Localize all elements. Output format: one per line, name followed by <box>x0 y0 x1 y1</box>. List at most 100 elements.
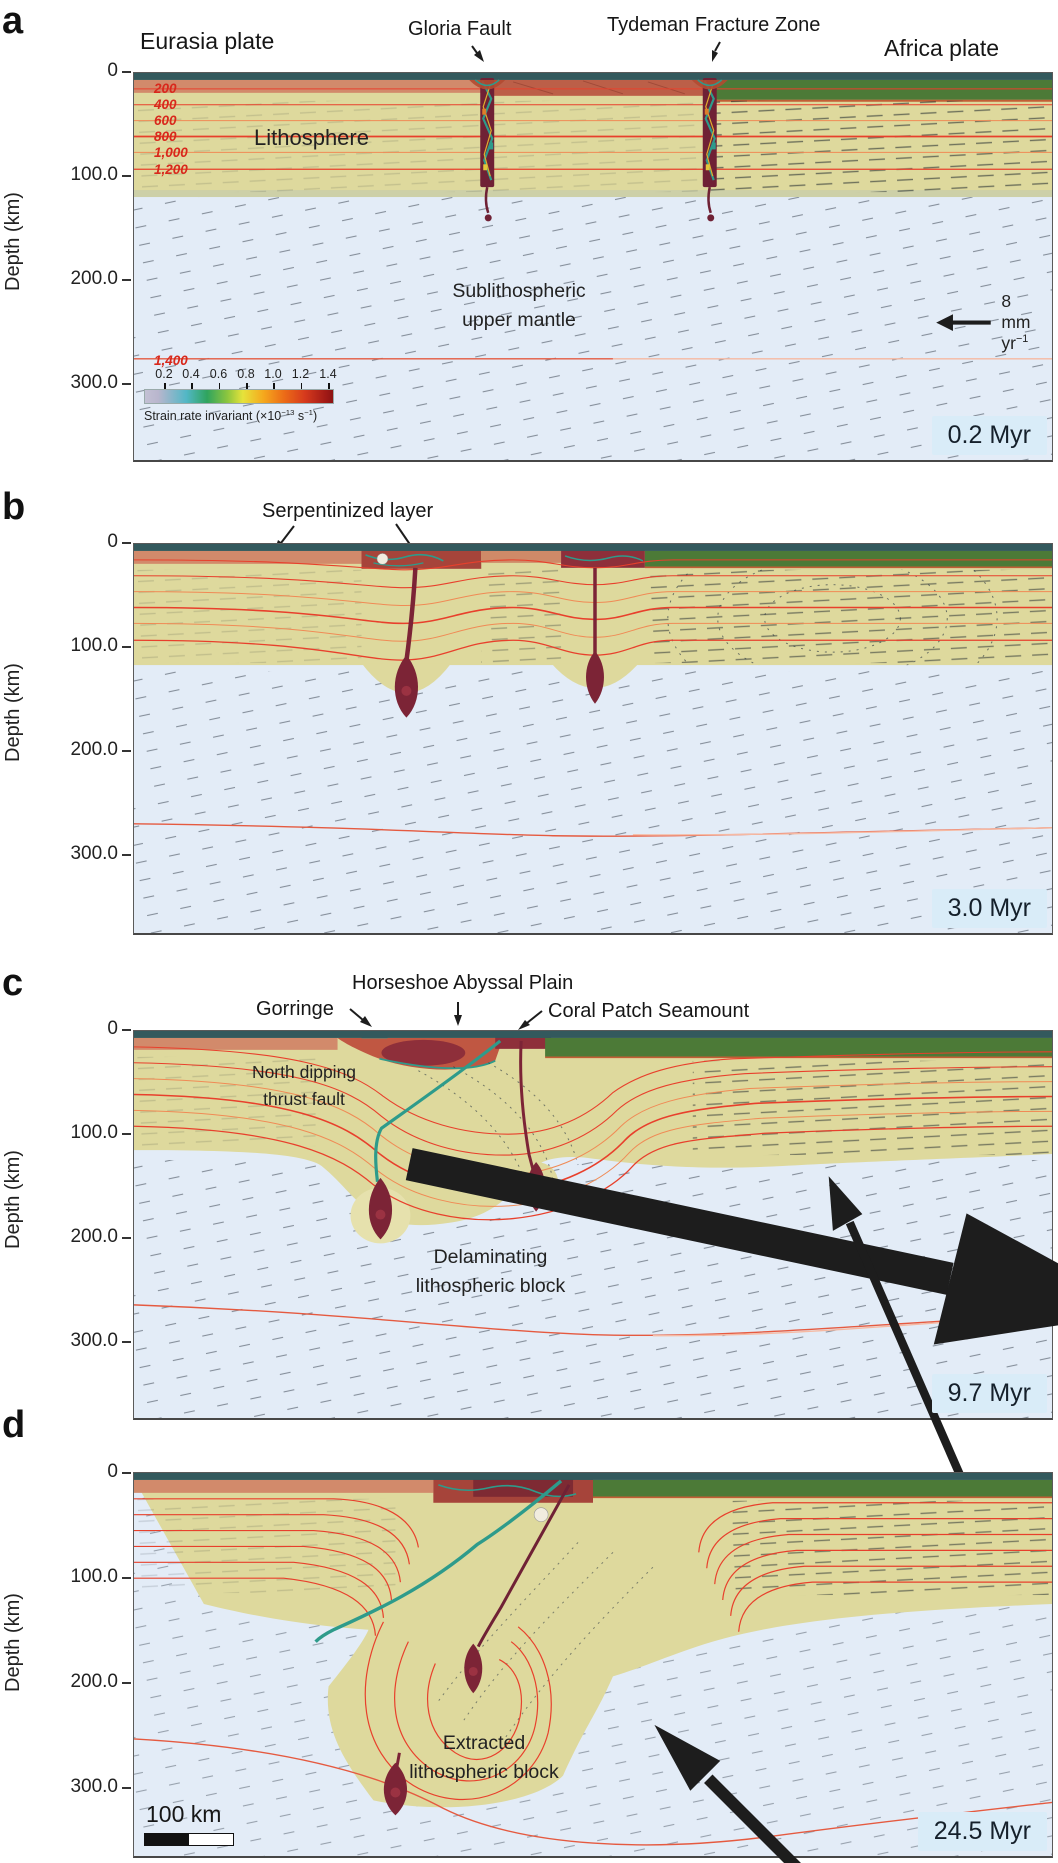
coral-patch-arrow-icon <box>518 1010 543 1030</box>
subduction-channel <box>314 1479 563 1643</box>
gloria-fault-arrow-icon <box>471 45 484 62</box>
drip-right <box>586 567 604 704</box>
coral-patch-seamount-label: Coral Patch Seamount <box>548 1000 750 1022</box>
slab-flow-lines <box>437 1542 654 1742</box>
isotherm-contours <box>134 88 1052 360</box>
extracted-block-arrow-icon <box>654 1724 801 1863</box>
eurasia-plate-label: Eurasia plate <box>140 28 275 54</box>
isotherm-label-400: 400 <box>154 97 177 112</box>
sublithospheric-mantle-label: Sublithospheric upper mantle <box>414 277 624 336</box>
ytick: 0 <box>107 531 118 552</box>
drip-left <box>368 1177 393 1240</box>
ytick: 0 <box>107 1018 118 1039</box>
extracted-block-label: Extracted lithospheric block <box>374 1729 594 1788</box>
tick <box>122 71 131 73</box>
serpentinized-layer-label: Serpentinized layer <box>262 500 434 522</box>
ytick: 200.0 <box>70 1671 118 1692</box>
horseshoe-arrow-icon <box>454 1002 462 1026</box>
surface-layer <box>134 1473 1052 1480</box>
panel-b-model-section <box>134 544 1052 933</box>
panel-a-model-section <box>134 73 1052 460</box>
tick <box>122 1029 131 1031</box>
sediment-layer <box>134 1479 434 1493</box>
panel-d-plot: Extracted lithospheric block 100 km 24.5… <box>133 1472 1053 1863</box>
ytick: 200.0 <box>70 268 118 289</box>
tick <box>122 383 131 385</box>
extracted-line1: Extracted <box>442 1732 526 1754</box>
velocity-arrow-icon <box>936 314 992 331</box>
tydeman-arrow-icon <box>712 41 721 62</box>
tick <box>122 750 131 752</box>
delam-line1: Delaminating <box>433 1246 548 1268</box>
plate-velocity-arrows <box>710 100 1052 193</box>
plate-velocity-arrows <box>644 569 1052 664</box>
isotherm-contours <box>134 559 1052 837</box>
time-stamp-d: 24.5 Myr <box>917 1812 1047 1851</box>
time-stamp-c: 9.7 Myr <box>931 1374 1047 1413</box>
ytick: 300.0 <box>70 372 118 393</box>
africa-crust-layer <box>593 1479 1052 1497</box>
mantle-flow-field <box>134 196 1052 460</box>
lithosphere-label: Lithosphere <box>254 125 369 150</box>
depth-axis-label-c: Depth (km) <box>2 1150 24 1250</box>
collision-zone-left <box>361 549 482 569</box>
ytick: 200.0 <box>70 739 118 760</box>
isotherm-label-1200: 1,200 <box>154 162 188 177</box>
thrust-line1: North dipping <box>251 1062 357 1082</box>
ytick: 0 <box>107 60 118 81</box>
panel-c-letter: c <box>2 962 24 1004</box>
horseshoe-abyssal-plain-label: Horseshoe Abyssal Plain <box>352 972 574 994</box>
isotherm-label-800: 800 <box>154 129 177 144</box>
colorbar-gradient <box>144 389 334 404</box>
panel-b-letter: b <box>2 486 26 528</box>
gorringe-label: Gorringe <box>256 998 334 1020</box>
thrust-line2: thrust fault <box>263 1089 345 1110</box>
tick <box>122 1133 131 1135</box>
ytick: 100.0 <box>70 1566 118 1587</box>
panel-c-plot: North dipping thrust fault Delaminating … <box>133 1030 1058 1523</box>
velocity-value: 8 mm yr <box>1001 291 1031 353</box>
sublith-line1: Sublithospheric <box>452 280 586 302</box>
isotherm-label-1000: 1,000 <box>154 145 188 160</box>
fault-and-drip-right <box>464 1484 571 1694</box>
drip-bottom <box>383 1752 408 1816</box>
ytick: 0 <box>107 1461 118 1482</box>
africa-crust-layer <box>710 79 1052 100</box>
depth-axis-label-d: Depth (km) <box>2 1593 24 1693</box>
isotherm-label-1400: 1,400 <box>154 353 188 368</box>
eddy-flow-arcs <box>667 569 998 666</box>
tydeman-fracture-zone-label: Tydeman Fracture Zone <box>607 14 821 36</box>
plate-velocity-arrows <box>692 1060 1052 1156</box>
tick <box>122 542 131 544</box>
panel-c-model-section <box>134 1031 1052 1418</box>
panel-d-model-section <box>134 1473 1052 1856</box>
delaminating-block-arrow-icon <box>828 1176 984 1523</box>
scale-bar <box>144 1833 234 1846</box>
sublith-line2: upper mantle <box>462 309 576 332</box>
time-stamp-a: 0.2 Myr <box>931 416 1047 455</box>
ytick: 100.0 <box>70 635 118 656</box>
tick <box>122 1237 131 1239</box>
mantle-flow-field <box>134 671 1052 933</box>
ytick: 200.0 <box>70 1226 118 1247</box>
velocity-sup: −1 <box>1015 333 1029 346</box>
depth-axis-label-b: Depth (km) <box>2 663 24 763</box>
colorbar-tickmarks <box>144 383 334 389</box>
isotherm-label-600: 600 <box>154 113 177 128</box>
africa-crust-layer <box>545 1037 1052 1057</box>
panel-d-letter: d <box>2 1404 26 1446</box>
delaminating-block-label: Delaminating lithospheric block <box>378 1243 603 1302</box>
surface-layer <box>134 544 1052 551</box>
velocity-scale: 8 mm yr−1 <box>932 291 1044 354</box>
ytick: 300.0 <box>70 1776 118 1797</box>
tick <box>122 1472 131 1474</box>
scale-bar-label: 100 km <box>146 1801 222 1827</box>
africa-crust-layer <box>644 550 1052 567</box>
surface-layer <box>134 1031 1052 1038</box>
gloria-fault-label: Gloria Fault <box>408 18 512 40</box>
panel-a-plot: 200 400 600 800 1,000 1,200 1,400 Lithos… <box>133 72 1053 462</box>
surface-pocket <box>533 1507 549 1522</box>
thrust-fault-arrow-icon <box>405 1148 1058 1345</box>
tick <box>122 1577 131 1579</box>
